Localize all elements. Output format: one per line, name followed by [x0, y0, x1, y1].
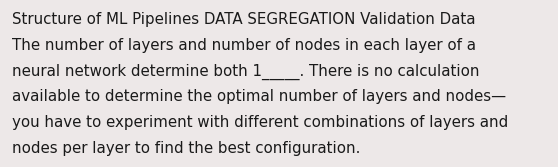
Text: you have to experiment with different combinations of layers and: you have to experiment with different co… [12, 115, 508, 130]
Text: neural network determine both 1_____. There is no calculation: neural network determine both 1_____. Th… [12, 63, 480, 80]
Text: available to determine the optimal number of layers and nodes—: available to determine the optimal numbe… [12, 89, 507, 104]
Text: nodes per layer to find the best configuration.: nodes per layer to find the best configu… [12, 141, 360, 156]
Text: Structure of ML Pipelines DATA SEGREGATION Validation Data: Structure of ML Pipelines DATA SEGREGATI… [12, 12, 476, 27]
Text: The number of layers and number of nodes in each layer of a: The number of layers and number of nodes… [12, 38, 477, 53]
